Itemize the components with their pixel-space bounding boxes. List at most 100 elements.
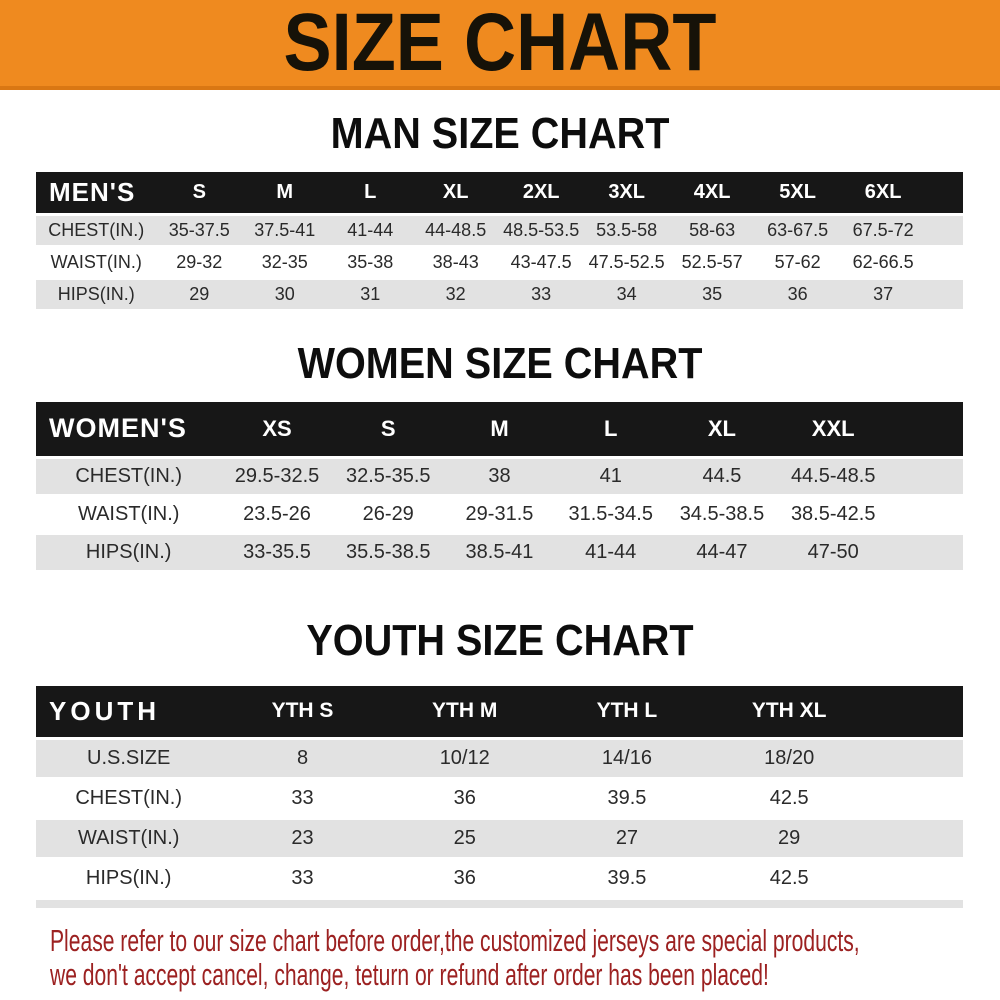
disclaimer: Please refer to our size chart before or… bbox=[0, 922, 1000, 992]
size-cell: 47.5-52.5 bbox=[588, 251, 665, 272]
row-label: HIPS(IN.) bbox=[85, 866, 172, 889]
size-cell: 30 bbox=[274, 283, 295, 304]
row-filler bbox=[870, 778, 963, 818]
size-cell: 33 bbox=[531, 283, 552, 304]
size-cell: 32-35 bbox=[261, 251, 308, 272]
column-header: XL bbox=[442, 180, 469, 203]
size-cell: 48.5-53.5 bbox=[503, 219, 580, 240]
size-cell: 23 bbox=[291, 826, 314, 849]
size-cell: 29-32 bbox=[176, 251, 223, 272]
size-cell: 62-66.5 bbox=[852, 251, 914, 272]
size-cell: 41-44 bbox=[347, 219, 394, 240]
column-header: 6XL bbox=[864, 180, 902, 203]
table-row: WAIST(IN.) 23 25 27 29 bbox=[36, 818, 963, 858]
size-cell: 31 bbox=[360, 283, 381, 304]
column-header: XXL bbox=[811, 415, 855, 441]
youth-table-bottom-strip bbox=[36, 899, 963, 908]
size-cell: 42.5 bbox=[769, 866, 809, 889]
disclaimer-line-2: we don't accept cancel, change, teturn o… bbox=[50, 956, 769, 992]
column-header: YTH S bbox=[271, 699, 334, 723]
size-cell: 58-63 bbox=[689, 219, 736, 240]
column-header: 3XL bbox=[608, 180, 645, 203]
table-row: CHEST(IN.) 33 36 39.5 42.5 bbox=[36, 778, 963, 818]
size-cell: 37 bbox=[873, 283, 894, 304]
women-section: WOMEN SIZE CHART WOMEN'S XS S M L XL XXL CHEST(… bbox=[0, 338, 1000, 574]
row-label: HIPS(IN.) bbox=[85, 541, 172, 563]
column-header: M bbox=[276, 180, 294, 203]
size-cell: 44-47 bbox=[696, 541, 748, 563]
column-header: 2XL bbox=[522, 180, 560, 203]
column-header: S bbox=[192, 180, 206, 203]
size-cell: 29 bbox=[778, 826, 801, 849]
size-cell: 39.5 bbox=[607, 786, 647, 809]
row-filler bbox=[870, 858, 963, 898]
table-row: HIPS(IN.) 33 36 39.5 42.5 bbox=[36, 858, 963, 898]
header-filler bbox=[889, 402, 963, 458]
table-group-label: WOMEN'S bbox=[49, 413, 187, 444]
size-cell: 35.5-38.5 bbox=[345, 541, 431, 563]
size-cell: 67.5-72 bbox=[852, 219, 914, 240]
size-cell: 42.5 bbox=[769, 786, 809, 809]
size-cell: 14/16 bbox=[601, 746, 652, 769]
size-cell: 26-29 bbox=[362, 503, 414, 525]
column-header: S bbox=[380, 415, 396, 441]
size-cell: 25 bbox=[453, 826, 476, 849]
size-cell: 34 bbox=[616, 283, 637, 304]
size-cell: 38 bbox=[488, 465, 511, 487]
size-cell: 29.5-32.5 bbox=[234, 465, 320, 487]
row-label: CHEST(IN.) bbox=[75, 465, 183, 487]
column-header: 5XL bbox=[779, 180, 816, 203]
table-row: HIPS(IN.) 33-35.5 35.5-38.5 38.5-41 41-44 44-… bbox=[36, 533, 963, 572]
column-header: M bbox=[490, 415, 509, 441]
column-header: L bbox=[603, 415, 618, 441]
size-cell: 39.5 bbox=[607, 866, 647, 889]
row-filler bbox=[889, 534, 963, 572]
size-cell: 52.5-57 bbox=[681, 251, 743, 272]
size-cell: 32 bbox=[445, 283, 466, 304]
youth-size-table: YOUTH YTH S YTH M YTH L YTH XL U.S.SIZE 8 10/12… bbox=[36, 686, 963, 900]
row-filler bbox=[870, 738, 963, 778]
size-cell: 18/20 bbox=[764, 746, 815, 769]
table-row: U.S.SIZE 8 10/12 14/16 18/20 bbox=[36, 738, 963, 778]
column-header: L bbox=[364, 180, 377, 203]
table-row: CHEST(IN.) 35-37.5 37.5-41 41-44 44-48.5 48.5… bbox=[36, 214, 963, 246]
size-cell: 43-47.5 bbox=[510, 251, 572, 272]
header-filler bbox=[870, 686, 963, 738]
size-cell: 35-37.5 bbox=[168, 219, 230, 240]
size-cell: 29-31.5 bbox=[465, 503, 534, 525]
size-cell: 44.5 bbox=[702, 465, 742, 487]
size-cell: 38.5-42.5 bbox=[790, 503, 876, 525]
row-filler bbox=[926, 246, 963, 278]
table-group-label: MEN'S bbox=[49, 176, 136, 207]
column-header: 4XL bbox=[693, 180, 731, 203]
row-filler bbox=[926, 278, 963, 310]
size-cell: 38.5-41 bbox=[465, 541, 534, 563]
size-cell: 10/12 bbox=[439, 746, 490, 769]
size-cell: 35 bbox=[702, 283, 723, 304]
men-section: MAN SIZE CHART MEN'S S M L XL 2XL 3XL 4XL 5XL 6XL… bbox=[0, 112, 1000, 312]
size-cell: 53.5-58 bbox=[596, 219, 658, 240]
size-cell: 36 bbox=[453, 866, 476, 889]
men-section-heading: MAN SIZE CHART bbox=[330, 109, 670, 158]
size-cell: 31.5-34.5 bbox=[568, 503, 653, 525]
column-header: YTH XL bbox=[751, 699, 827, 723]
women-section-heading: WOMEN SIZE CHART bbox=[297, 338, 703, 388]
disclaimer-line-1: Please refer to our size chart before or… bbox=[50, 922, 860, 958]
row-label: HIPS(IN.) bbox=[57, 283, 135, 304]
table-row: HIPS(IN.) 29 30 31 32 33 34 35 36 37 bbox=[36, 278, 963, 310]
banner: SIZE CHART bbox=[0, 0, 1000, 90]
table-group-label: YOUTH bbox=[49, 695, 160, 726]
table-header-row: MEN'S S M L XL 2XL 3XL 4XL 5XL 6XL bbox=[36, 172, 963, 214]
table-header-row: YOUTH YTH S YTH M YTH L YTH XL bbox=[36, 686, 963, 738]
size-cell: 34.5-38.5 bbox=[679, 503, 765, 525]
size-cell: 36 bbox=[453, 786, 476, 809]
youth-section: YOUTH SIZE CHART YOUTH YTH S YTH M YTH L YTH… bbox=[0, 619, 1000, 908]
size-cell: 44.5-48.5 bbox=[790, 465, 876, 487]
row-label: WAIST(IN.) bbox=[50, 251, 142, 272]
row-label: WAIST(IN.) bbox=[77, 503, 180, 525]
column-header: YTH M bbox=[432, 699, 498, 723]
table-row: CHEST(IN.) 29.5-32.5 32.5-35.5 38 41 44.5 44.5… bbox=[36, 457, 963, 496]
size-cell: 41-44 bbox=[585, 541, 637, 563]
column-header: XL bbox=[707, 415, 736, 441]
